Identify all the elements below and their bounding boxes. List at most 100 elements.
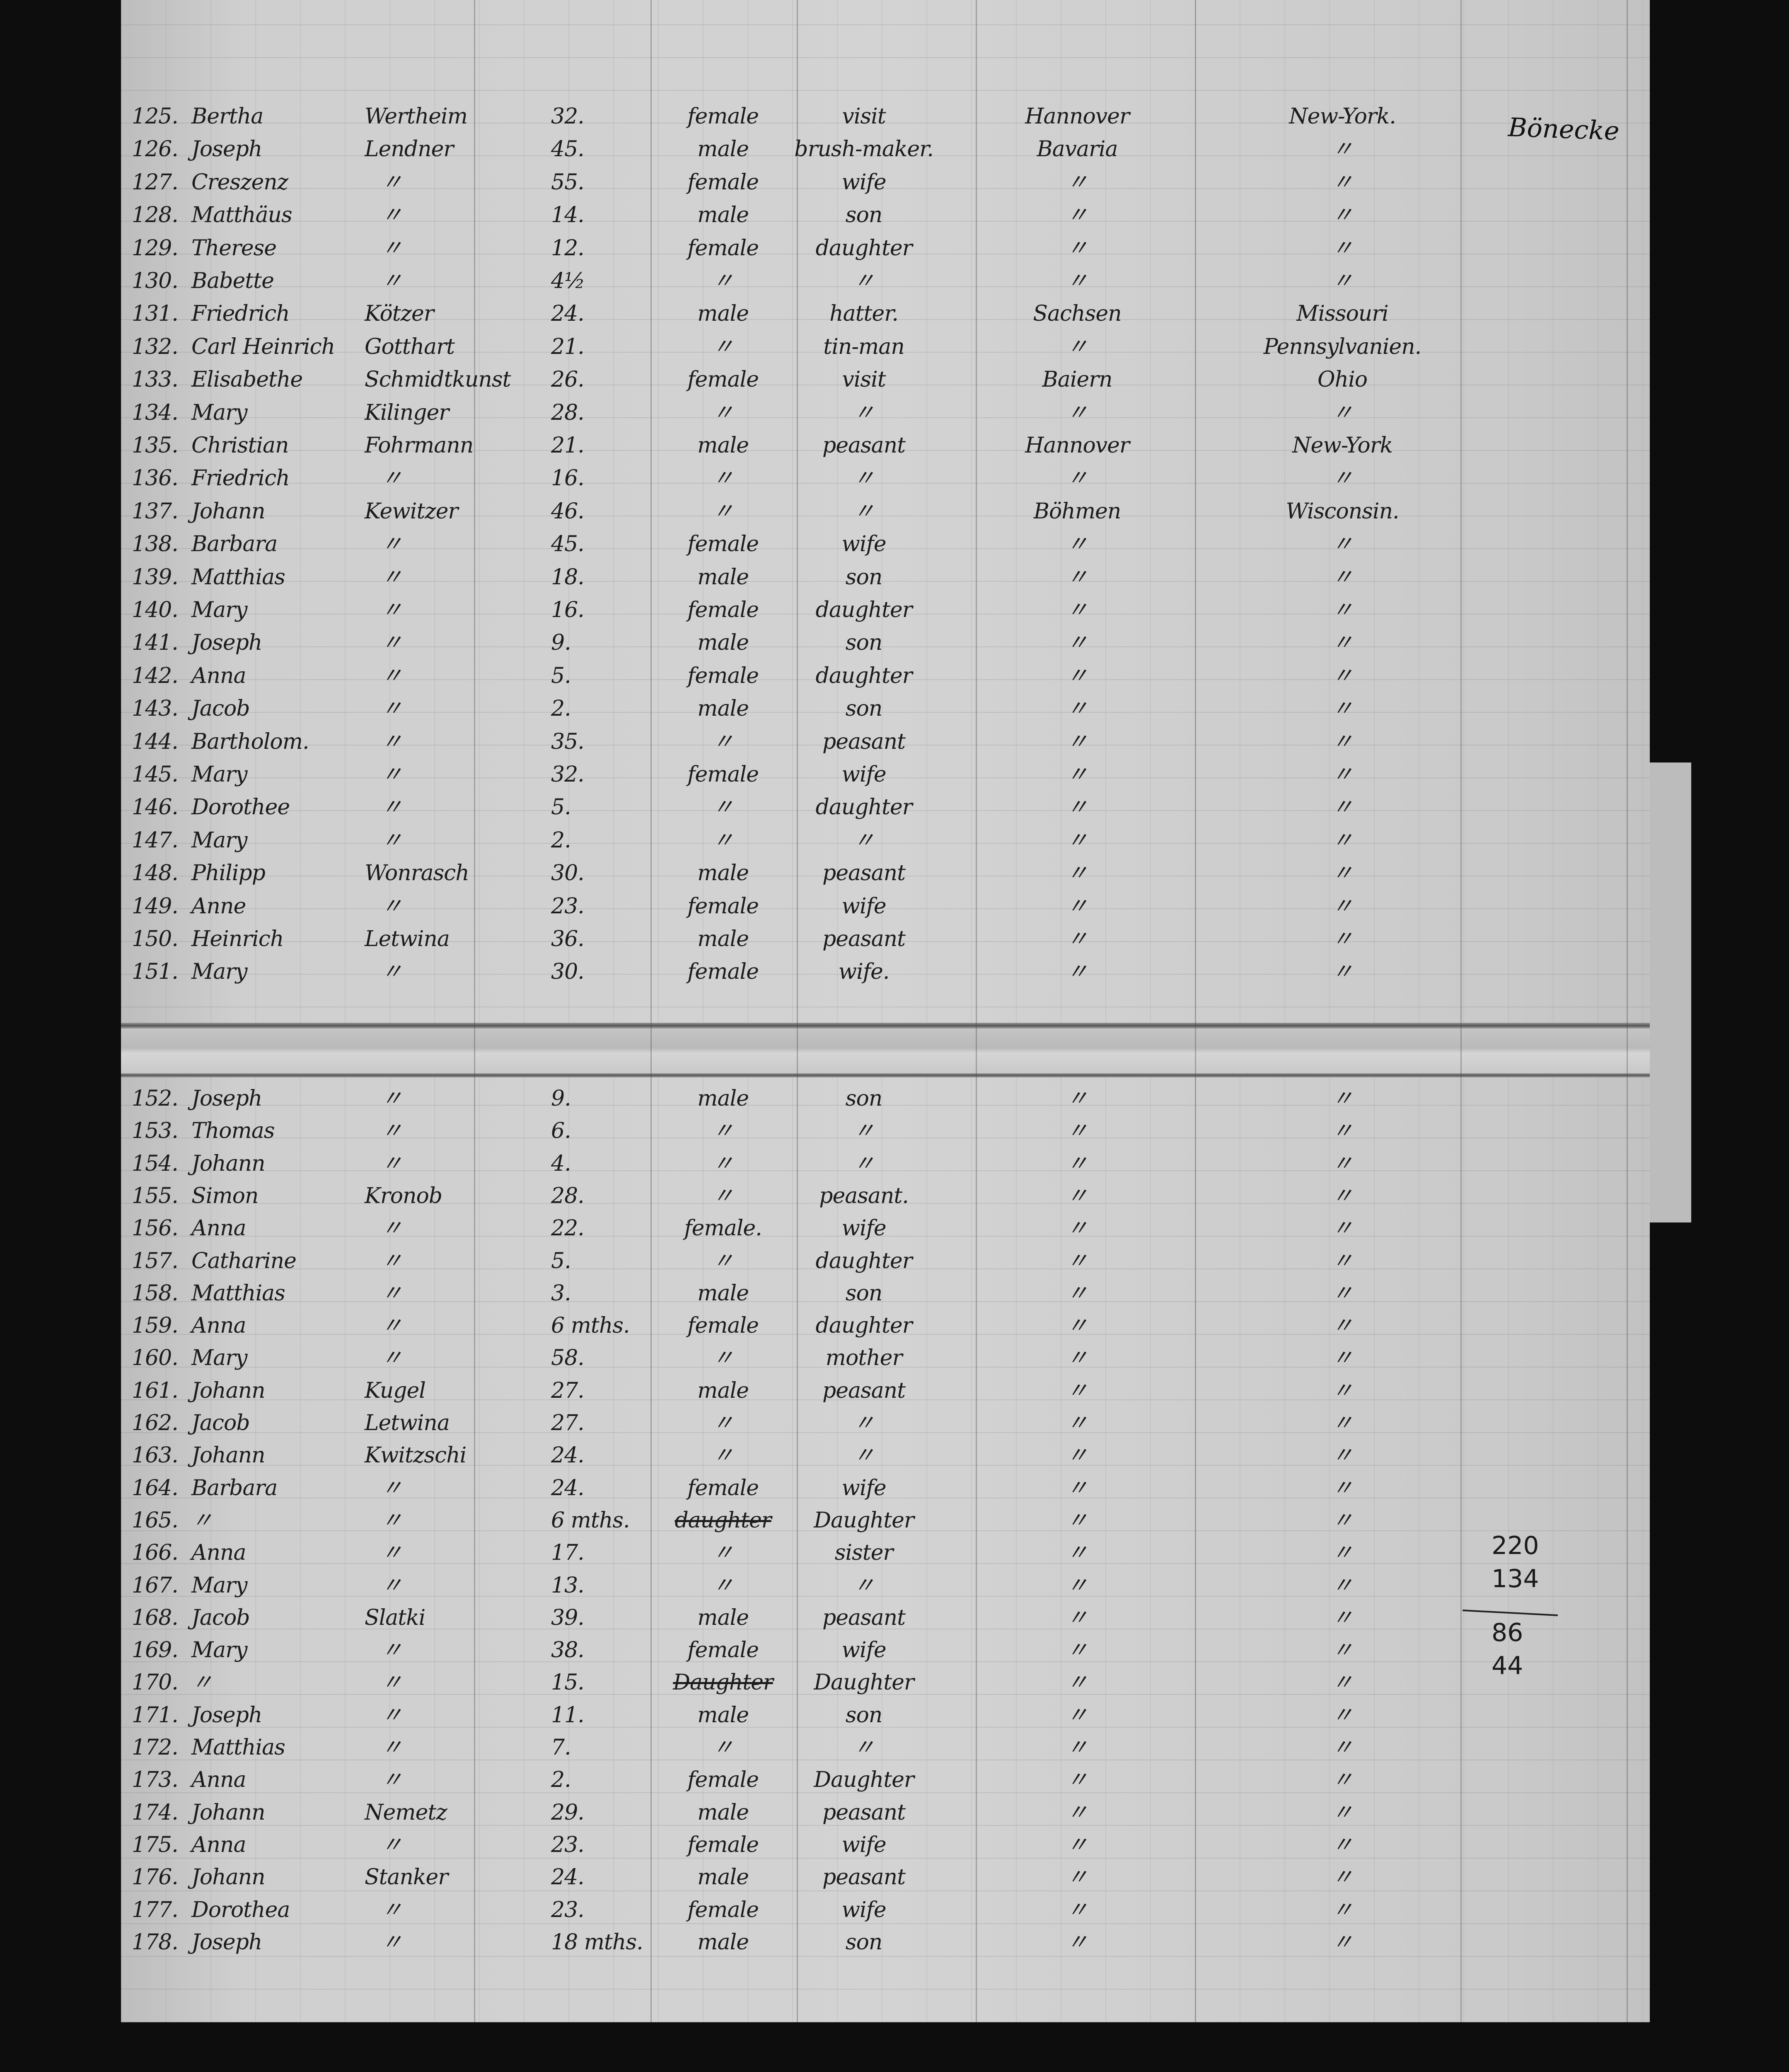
cell-destination: Ohio [1317,367,1368,392]
cell-first: Bartholom. [191,729,309,754]
cell-sex: female [687,1767,759,1793]
cell-occupation: peasant [822,729,906,754]
cell-age: 32. [551,762,585,787]
cell-no: 167. [132,1573,179,1598]
cell-country: 〃 [1066,1118,1088,1144]
attached-paper-flap [1650,762,1691,1222]
cell-occupation: 〃 [853,400,875,425]
cell-country: 〃 [1066,630,1088,656]
cell-destination: Wisconsin. [1286,499,1399,524]
cell-occupation: peasant [822,1865,906,1890]
cell-no: 134. [132,400,179,425]
cell-first: Johann [191,1800,266,1825]
cell-destination: 〃 [1332,466,1353,491]
cell-no: 145. [132,762,179,787]
cell-age: 6. [551,1118,571,1144]
cell-first: Joseph [191,1702,262,1728]
cell-last: Kugel [365,1378,426,1403]
cell-last: 〃 [381,1767,403,1793]
cell-sex: female [687,235,759,261]
cell-destination: 〃 [1332,203,1353,228]
cell-no: 150. [132,927,179,951]
cell-country: 〃 [1066,1378,1088,1403]
cell-last: 〃 [381,762,403,787]
cell-occupation: wife [841,169,886,195]
cell-last: 〃 [381,893,403,919]
cell-last: 〃 [381,466,403,491]
tally-number: 220 [1492,1531,1539,1560]
cell-destination: 〃 [1332,1832,1353,1857]
cell-sex: 〃 [712,1735,734,1760]
cell-occupation: wife [841,1216,886,1241]
cell-occupation: 〃 [853,1573,875,1598]
cell-destination: 〃 [1332,1540,1353,1566]
cell-country: 〃 [1066,1508,1088,1533]
cell-sex: male [697,1800,749,1825]
cell-occupation: son [845,1086,882,1111]
cell-age: 23. [551,893,585,919]
cell-sex: 〃 [712,1183,734,1208]
cell-first: Barbara [191,1475,278,1501]
cell-destination: New-York [1292,433,1393,458]
cell-sex: male [697,927,749,951]
cell-destination: 〃 [1332,1248,1353,1273]
cell-last: 〃 [381,269,403,293]
cell-country: Baiern [1042,367,1113,392]
cell-destination: 〃 [1332,762,1353,787]
cell-occupation: son [845,1280,882,1306]
cell-first: Simon [191,1183,259,1208]
cell-first: Joseph [191,137,262,162]
cell-destination: 〃 [1332,1702,1353,1728]
cell-no: 147. [132,828,179,853]
cell-age: 36. [551,927,585,951]
cell-destination: 〃 [1332,1897,1353,1922]
cell-first: Carl Heinrich [191,334,335,359]
cell-first: Johann [191,1865,266,1890]
cell-sex: 〃 [712,1151,734,1176]
cell-country: 〃 [1066,1346,1088,1371]
cell-sex: female [687,367,759,392]
cell-last: 〃 [381,1702,403,1728]
cell-country: 〃 [1066,532,1088,557]
page-crease [121,1024,1650,1077]
cell-last: 〃 [381,1638,403,1663]
cell-age: 16. [551,466,585,491]
cell-first: Creszenz [191,169,288,195]
cell-occupation: brush-maker. [794,137,934,162]
cell-first: Johann [191,1151,266,1176]
cell-no: 125. [132,104,179,129]
cell-no: 148. [132,861,179,886]
cell-age: 12. [551,235,585,261]
cell-sex: female [687,598,759,622]
cell-occupation: 〃 [853,828,875,853]
cell-occupation: daughter [815,235,912,261]
cell-age: 30. [551,861,585,886]
cell-occupation: son [845,1929,882,1955]
cell-destination: 〃 [1332,1865,1353,1890]
cell-no: 130. [132,269,179,293]
cell-sex: female [687,663,759,688]
cell-destination: New-York. [1289,104,1396,129]
cell-no: 152. [132,1086,179,1111]
cell-first: Elisabethe [191,367,303,392]
cell-no: 143. [132,696,179,721]
cell-last: 〃 [381,1151,403,1176]
cell-sex: 〃 [712,1411,734,1435]
cell-first: Mary [191,400,247,425]
cell-occupation: son [845,1702,882,1728]
signature: Bönecke [1507,112,1620,146]
cell-country: 〃 [1066,927,1088,951]
cell-first: Babette [191,269,274,293]
cell-occupation: peasant [822,861,906,886]
cell-no: 129. [132,235,179,261]
manifest-page [121,0,1650,2022]
fold-line [121,1073,1650,1077]
cell-age: 2. [551,696,571,721]
cell-first: Joseph [191,1086,262,1111]
cell-country: 〃 [1066,1735,1088,1760]
cell-no: 153. [132,1118,179,1144]
cell-country: 〃 [1066,1313,1088,1339]
cell-age: 9. [551,630,571,656]
cell-sex: 〃 [712,1346,734,1371]
cell-country: 〃 [1066,269,1088,293]
